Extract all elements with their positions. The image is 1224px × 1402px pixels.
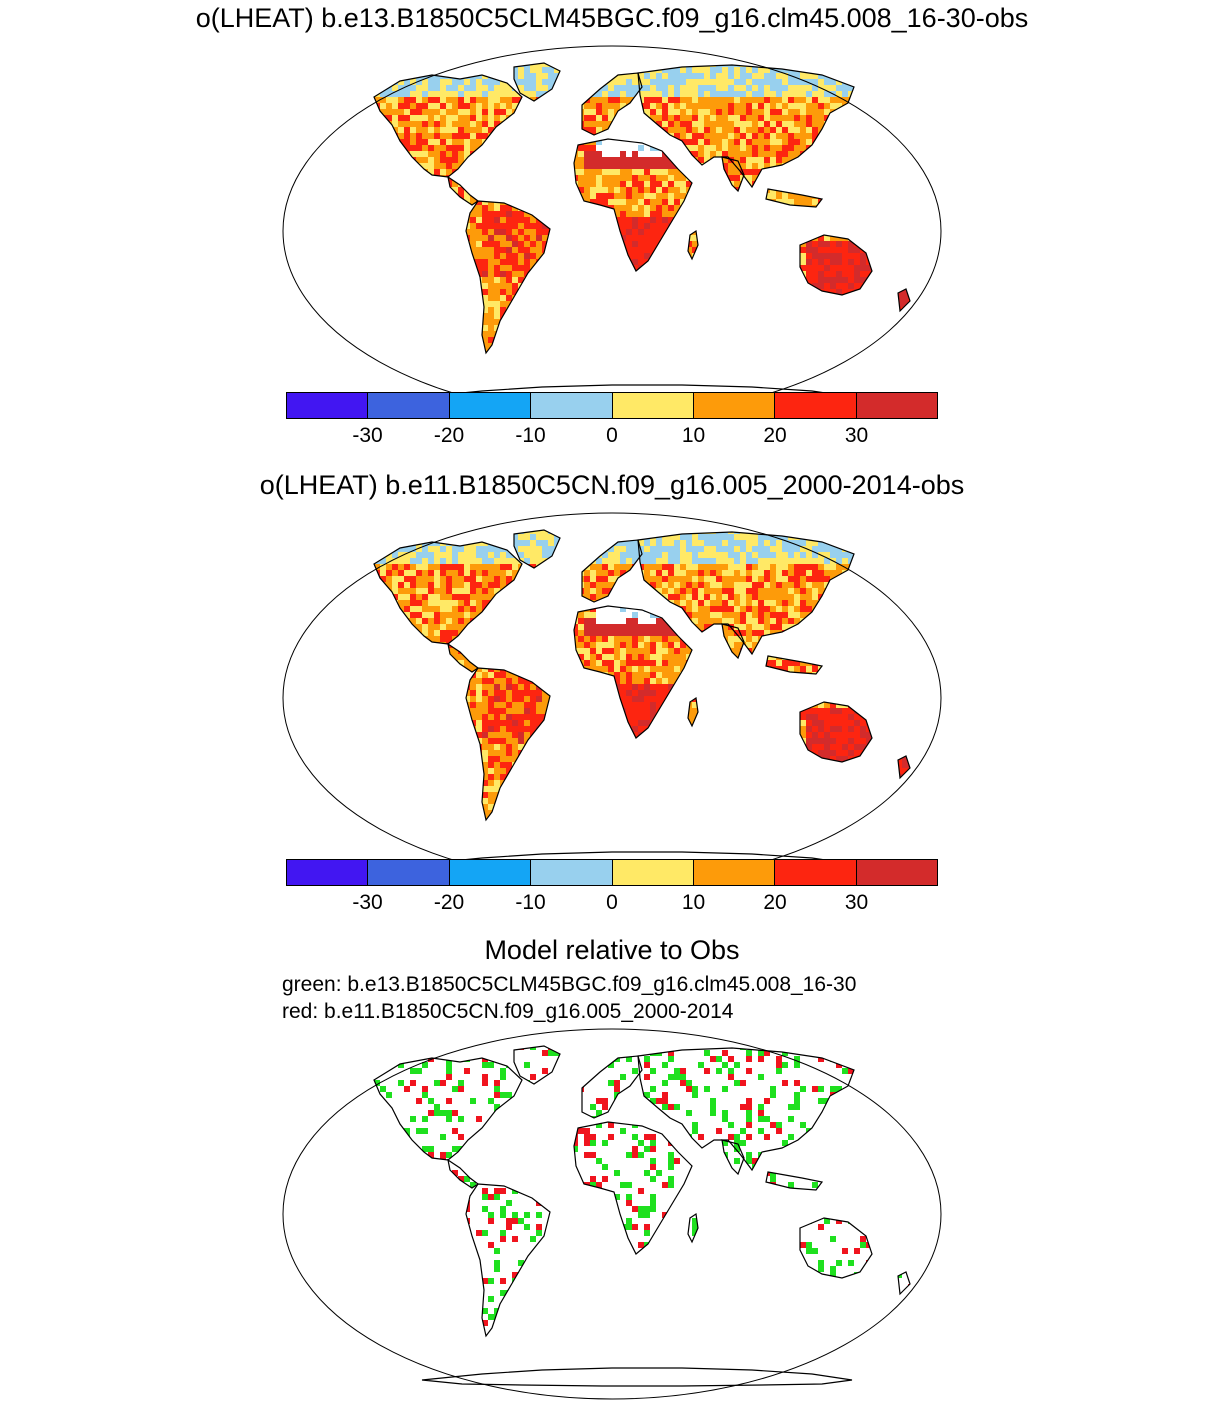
colorbar-swatch xyxy=(693,860,776,885)
coastline xyxy=(687,696,699,728)
coastline xyxy=(799,1217,873,1279)
coastline xyxy=(897,288,911,313)
colorbar-swatch xyxy=(612,860,694,885)
coastline xyxy=(373,1057,523,1161)
coastline xyxy=(765,188,824,208)
colorbar-tick-label: 30 xyxy=(844,891,869,914)
panel1-colorbar-ticks: -30 -20 -10 0 10 20 30 xyxy=(286,424,938,450)
colorbar-tick-label: -30 xyxy=(352,891,383,914)
coastline xyxy=(421,1367,853,1387)
legend-red-text: red: b.e11.B1850C5CN.f09_g16.005_2000-20… xyxy=(282,1000,734,1023)
panel2-title: o(LHEAT) b.e11.B1850C5CN.f09_g16.005_200… xyxy=(259,470,965,500)
coastline xyxy=(765,1171,824,1191)
coastline xyxy=(465,200,551,355)
coastline xyxy=(581,1055,643,1119)
colorbar-tick-label: 0 xyxy=(606,424,618,447)
map-border xyxy=(282,1028,942,1400)
panel2-colorbar-ticks: -30 -20 -10 0 10 20 30 xyxy=(286,891,938,917)
colorbar-swatch xyxy=(693,393,776,418)
coastline xyxy=(573,605,693,739)
colorbar-tick-label: -20 xyxy=(433,424,465,447)
coastline xyxy=(897,755,911,780)
panel1-map xyxy=(282,45,942,417)
panel2-colorbar xyxy=(286,859,938,886)
coastline xyxy=(465,1183,551,1338)
colorbar-swatch xyxy=(856,860,937,885)
coastline xyxy=(373,74,523,178)
colorbar-swatch xyxy=(531,393,613,418)
colorbar-tick-label: 10 xyxy=(681,891,706,914)
coastline xyxy=(721,623,745,660)
difference-pixels xyxy=(374,63,910,353)
coastline xyxy=(581,539,643,603)
coastline xyxy=(687,1212,699,1244)
coastline xyxy=(513,529,561,569)
colorbar-swatch xyxy=(287,393,369,418)
coastline xyxy=(721,1139,745,1176)
colorbar-swatch xyxy=(287,860,369,885)
coastline xyxy=(687,229,699,261)
difference-pixels xyxy=(374,530,910,820)
coastline xyxy=(637,531,855,656)
colorbar-swatch xyxy=(856,393,937,418)
panel1-title: o(LHEAT) b.e13.B1850C5CLM45BGC.f09_g16.c… xyxy=(195,3,1029,33)
legend-green-text: green: b.e13.B1850C5CLM45BGC.f09_g16.clm… xyxy=(282,973,857,996)
coastline xyxy=(447,175,480,206)
panel2-map xyxy=(282,512,942,884)
colorbar-swatch xyxy=(368,860,450,885)
colorbar-swatch xyxy=(612,393,694,418)
panel1-colorbar xyxy=(286,392,938,419)
coastline xyxy=(721,156,745,193)
coastline xyxy=(765,655,824,675)
colorbar-tick-label: -10 xyxy=(515,424,546,447)
colorbar-swatch xyxy=(531,860,613,885)
colorbar-tick-label: -30 xyxy=(352,424,383,447)
coastline xyxy=(465,667,551,822)
colorbar-swatch xyxy=(775,860,857,885)
coastline xyxy=(897,1271,911,1296)
coastline xyxy=(373,541,523,645)
colorbar-tick-label: 20 xyxy=(763,891,787,914)
coastline xyxy=(581,72,643,136)
colorbar-tick-label: -10 xyxy=(515,891,546,914)
coastline xyxy=(799,234,873,296)
colorbar-tick-label: 0 xyxy=(606,891,618,914)
colorbar-swatch xyxy=(449,860,532,885)
panel3-map xyxy=(282,1028,942,1400)
coastline xyxy=(637,1047,855,1172)
colorbar-tick-label: 10 xyxy=(681,424,706,447)
colorbar-tick-label: 30 xyxy=(844,424,869,447)
colorbar-swatch xyxy=(775,393,857,418)
colorbar-swatch xyxy=(449,393,532,418)
colorbar-swatch xyxy=(368,393,450,418)
panel3-title: Model relative to Obs xyxy=(484,935,740,965)
coastline xyxy=(799,701,873,763)
coastline xyxy=(573,1121,693,1255)
coastline xyxy=(513,62,561,102)
relative-pixels xyxy=(374,1046,910,1336)
coastline xyxy=(447,1158,480,1189)
coastline xyxy=(447,642,480,673)
coastline xyxy=(637,64,855,189)
coastline xyxy=(573,138,693,272)
colorbar-tick-label: -20 xyxy=(433,891,465,914)
colorbar-tick-label: 20 xyxy=(763,424,787,447)
coastline xyxy=(513,1045,561,1085)
